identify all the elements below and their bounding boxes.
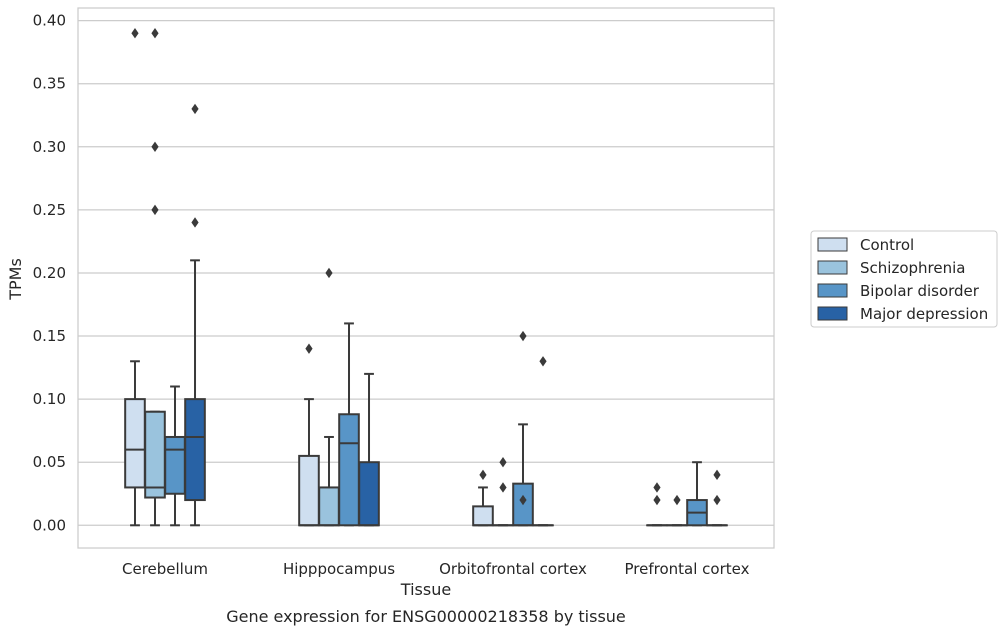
- x-axis-label: Tissue: [400, 580, 451, 599]
- x-tick-label: Hipppocampus: [283, 560, 395, 578]
- legend-swatch: [817, 260, 848, 275]
- x-tick-label: Orbitofrontal cortex: [439, 560, 587, 578]
- box: [318, 267, 340, 527]
- y-tick-label: 0.15: [33, 327, 66, 345]
- box: [298, 343, 320, 527]
- y-tick-label: 0.10: [33, 390, 66, 408]
- box: [124, 28, 146, 527]
- box: [492, 457, 514, 527]
- box: [512, 330, 534, 527]
- box-body: [298, 454, 320, 527]
- outlier-point: [191, 103, 199, 115]
- x-tick-label: Prefrontal cortex: [625, 560, 750, 578]
- box: [164, 385, 186, 527]
- y-tick-label: 0.05: [33, 453, 66, 471]
- legend-swatch: [817, 237, 848, 252]
- legend-swatch: [817, 283, 848, 298]
- box-body: [184, 398, 206, 502]
- box: [144, 28, 166, 527]
- box: [338, 322, 360, 527]
- y-tick-label: 0.20: [33, 264, 66, 282]
- legend-label: Bipolar disorder: [860, 282, 980, 300]
- outlier-point: [151, 28, 159, 39]
- box: [532, 356, 554, 527]
- legend: Control Schizophrenia Bipolar disorder Majo…: [810, 230, 998, 328]
- legend-item: Control: [817, 236, 914, 254]
- chart-caption: Gene expression for ENSG00000218358 by t…: [226, 607, 626, 626]
- y-tick-label: 0.00: [33, 516, 66, 534]
- box-body: [144, 410, 166, 499]
- legend-item: Major depression: [817, 305, 988, 323]
- box: [706, 469, 728, 527]
- x-tick-label: Cerebellum: [122, 560, 208, 578]
- box-body: [164, 435, 186, 495]
- outlier-point: [539, 356, 547, 367]
- box: [184, 103, 206, 527]
- legend-label: Schizophrenia: [860, 259, 965, 277]
- legend-frame: [810, 230, 998, 328]
- boxes: [124, 28, 728, 527]
- box-body: [318, 486, 340, 527]
- outlier-point: [673, 494, 681, 506]
- box: [472, 469, 494, 527]
- legend-label: Control: [860, 236, 914, 254]
- y-tick-label: 0.35: [33, 75, 66, 93]
- y-tick-label: 0.25: [33, 201, 66, 219]
- box-body: [338, 413, 360, 527]
- outlier-point: [499, 457, 507, 468]
- outlier-point: [151, 204, 159, 216]
- legend-swatch: [817, 306, 848, 321]
- legend-item: Schizophrenia: [817, 259, 965, 277]
- legend-label: Major depression: [860, 305, 988, 323]
- outlier-point: [151, 141, 159, 152]
- y-axis-label: TPMs: [6, 258, 25, 301]
- x-tick-labels: Cerebellum Hipppocampus Orbitofrontal cort…: [122, 560, 750, 578]
- outlier-point: [305, 343, 313, 354]
- outlier-point: [325, 267, 333, 279]
- legend-item: Bipolar disorder: [817, 282, 980, 300]
- y-tick-label: 0.40: [33, 12, 66, 30]
- outlier-point: [653, 482, 661, 493]
- outlier-point: [519, 494, 527, 506]
- outlier-point: [653, 494, 661, 506]
- y-tick-labels: 0.00 0.05 0.10 0.15 0.20 0.25 0.30 0.35 0.40: [33, 12, 66, 535]
- box-body: [124, 398, 146, 489]
- box: [686, 461, 708, 527]
- box: [646, 482, 668, 527]
- outlier-point: [713, 494, 721, 506]
- outlier-point: [713, 469, 721, 481]
- outlier-point: [519, 330, 527, 342]
- box-body: [472, 505, 494, 527]
- plot-area-frame: [77, 7, 775, 549]
- box: [358, 372, 380, 527]
- outlier-point: [191, 217, 199, 228]
- box-body: [358, 461, 380, 527]
- y-tick-label: 0.30: [33, 138, 66, 156]
- box: [666, 494, 688, 527]
- outlier-point: [479, 469, 487, 481]
- outlier-point: [131, 28, 139, 39]
- outlier-point: [499, 482, 507, 493]
